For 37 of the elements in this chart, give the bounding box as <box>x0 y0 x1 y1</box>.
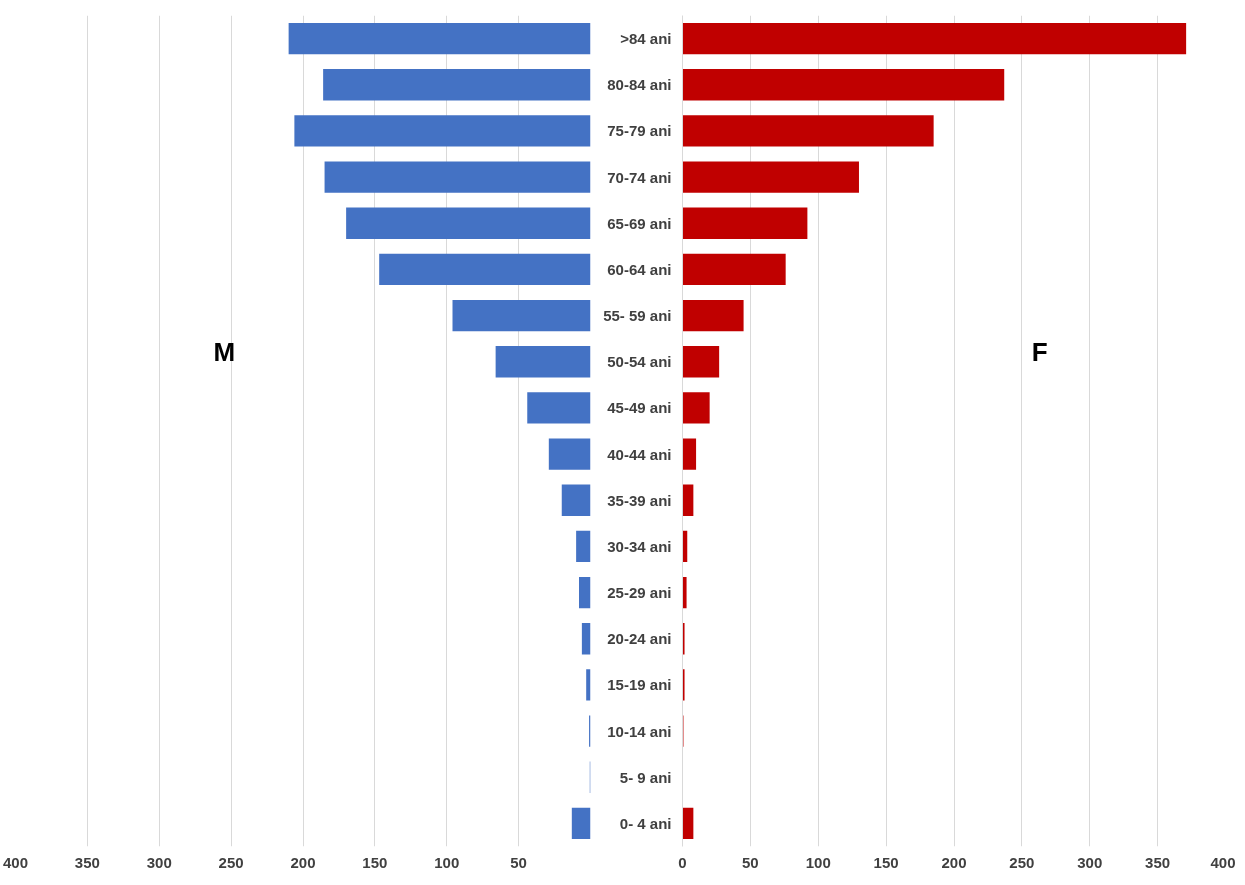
x-tick-label: 150 <box>362 853 388 871</box>
x-tick-label: 350 <box>74 853 100 871</box>
text: F <box>1031 336 1048 367</box>
x-tick-label: 400 <box>1210 853 1236 871</box>
y-tick-label: 40-44 ani <box>607 445 672 463</box>
y-tick-label: 60-64 ani <box>607 260 672 278</box>
y-tick-label: 45-49 ani <box>607 399 672 417</box>
y-tick-label: 50-54 ani <box>607 353 672 371</box>
x-tick-label: 200 <box>290 853 316 871</box>
x-tick-label: 50 <box>510 853 527 871</box>
y-tick-label: 15-19 ani <box>607 676 672 694</box>
y-tick-label: 0- 4 ani <box>619 814 672 832</box>
y-tick-label: 10-14 ani <box>607 722 672 740</box>
y-tick-label: 75-79 ani <box>607 122 672 140</box>
y-tick-label: 35-39 ani <box>607 491 672 509</box>
y-tick-label: 20-24 ani <box>607 630 672 648</box>
y-tick-label: 80-84 ani <box>607 76 672 94</box>
y-tick-label: 65-69 ani <box>607 214 672 232</box>
y-tick-label: 5- 9 ani <box>619 768 672 786</box>
x-tick-label: 300 <box>146 853 172 871</box>
y-tick-label: 25-29 ani <box>607 584 672 602</box>
x-tick-label: 0 <box>678 853 687 871</box>
y-tick-label: 70-74 ani <box>607 168 672 186</box>
text: M <box>213 336 236 367</box>
x-tick-label: 100 <box>805 853 831 871</box>
y-tick-label: 30-34 ani <box>607 537 672 555</box>
x-tick-label: 400 <box>2 853 29 871</box>
x-tick-label: 300 <box>1077 853 1103 871</box>
x-tick-label: 100 <box>434 853 460 871</box>
x-tick-label: 350 <box>1145 853 1171 871</box>
x-tick-label: 50 <box>742 853 759 871</box>
x-tick-label: 250 <box>1009 853 1035 871</box>
y-tick-label: >84 ani <box>620 30 672 48</box>
y-tick-label: 55- 59 ani <box>603 307 672 325</box>
x-tick-label: 250 <box>218 853 244 871</box>
x-tick-label: 200 <box>941 853 967 871</box>
x-tick-label: 150 <box>873 853 899 871</box>
